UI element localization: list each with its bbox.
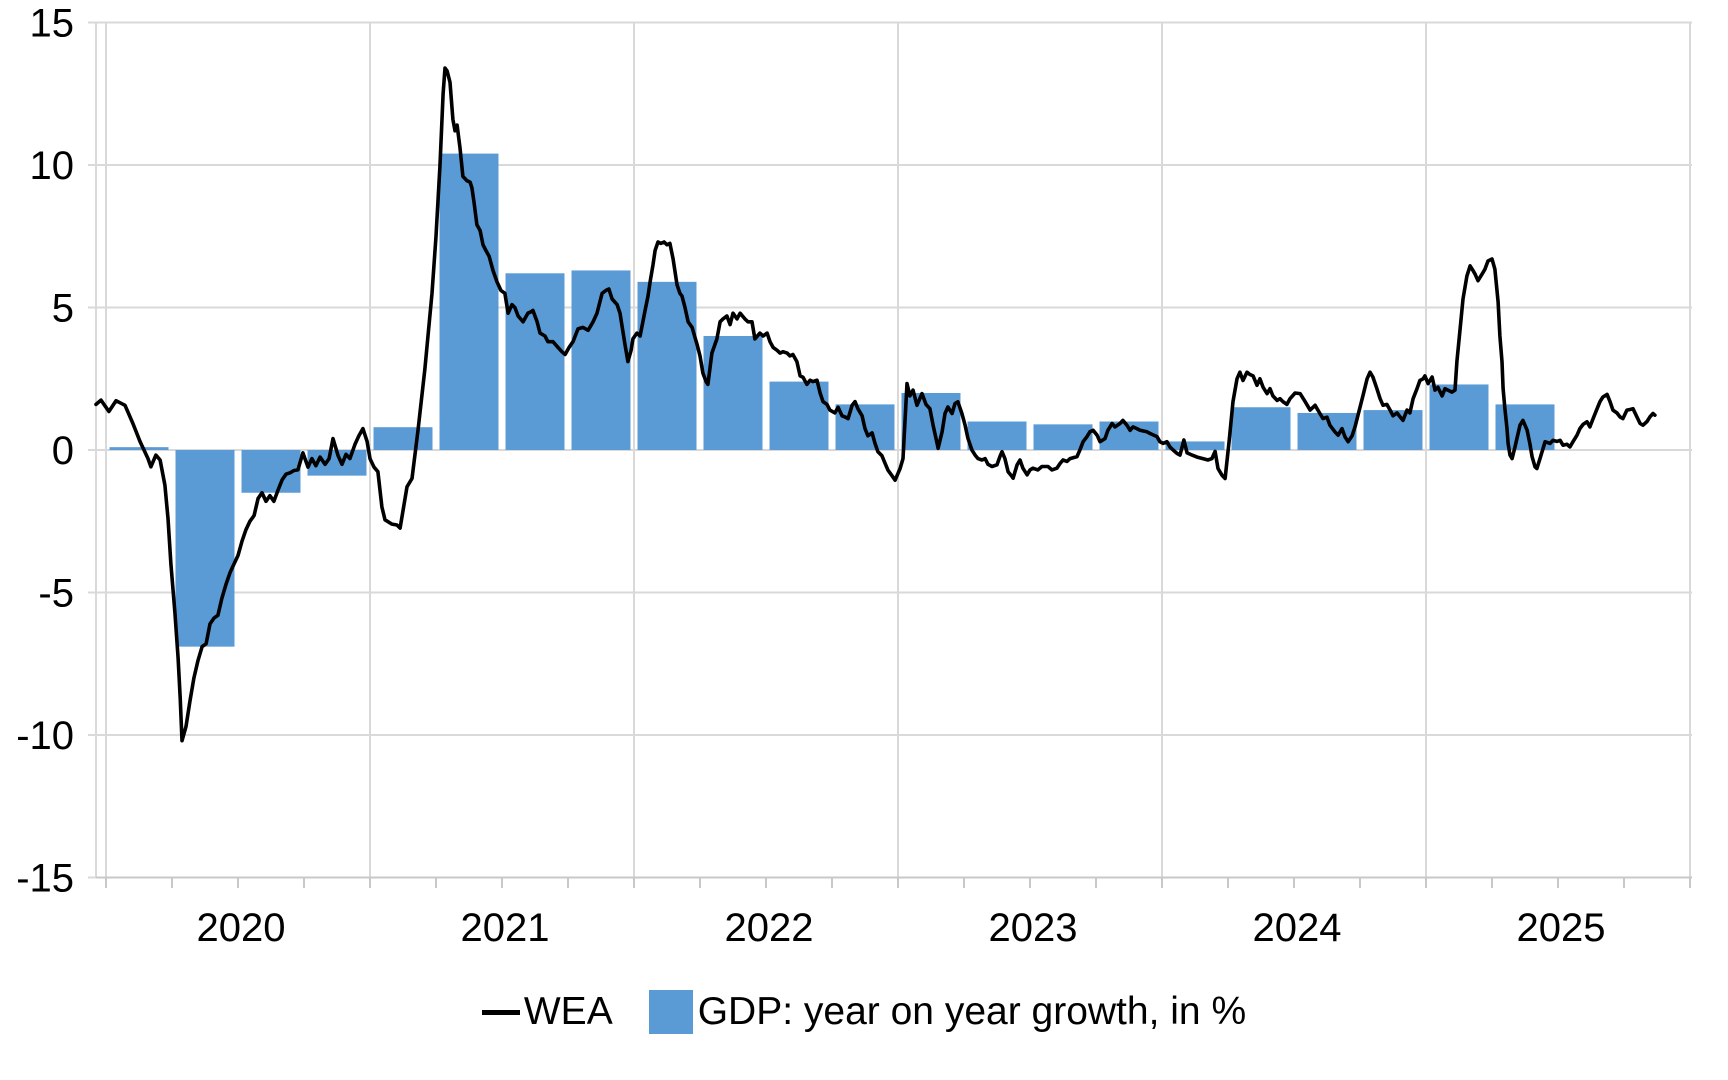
x-axis-label-2020: 2020 xyxy=(197,906,286,950)
gdp-bar-swatch-icon xyxy=(648,990,693,1034)
y-axis-label-5: 5 xyxy=(52,287,74,331)
x-axis-labels: 2020 2021 2022 2023 2024 2025 xyxy=(197,906,1606,950)
legend-label-wea: WEA xyxy=(523,990,613,1033)
gdp-bar-2021-q2 xyxy=(439,153,499,450)
gdp-bar-2023-q3 xyxy=(1033,424,1093,450)
y-axis-label-0: 0 xyxy=(52,429,74,473)
gdp-bar-2023-q2 xyxy=(967,421,1027,450)
gdp-bar-2020-q2 xyxy=(175,450,235,647)
y-axis-label-10: 10 xyxy=(30,144,75,188)
y-axis-label--10: -10 xyxy=(16,714,74,758)
gdp-bar-2020-q1 xyxy=(109,447,169,450)
y-axis-label--5: -5 xyxy=(38,572,74,616)
gdp-bar-2024-q2 xyxy=(1231,407,1291,450)
x-axis-label-2024: 2024 xyxy=(1253,906,1342,950)
gdp-bars xyxy=(109,153,1555,647)
x-axis-label-2025: 2025 xyxy=(1517,906,1606,950)
gdp-bar-2025-q1 xyxy=(1429,384,1489,450)
legend-item-wea: WEA xyxy=(481,990,613,1034)
gdp-bar-2024-q1 xyxy=(1165,441,1225,450)
wea-line xyxy=(94,66,1657,743)
x-axis-label-2022: 2022 xyxy=(725,906,814,950)
legend-label-gdp: GDP: year on year growth, in % xyxy=(697,990,1247,1033)
x-axis xyxy=(88,21,1692,888)
legend-item-gdp: GDP: year on year growth, in % xyxy=(613,990,1246,1034)
x-axis-label-2021: 2021 xyxy=(461,906,550,950)
legend: WEA GDP: year on year growth, in % xyxy=(0,984,1728,1040)
y-axis-labels: 15 10 5 0 -5 -10 -15 xyxy=(16,2,74,901)
plot-area: 15 10 5 0 -5 -10 -15 2020 2021 2022 2023 2024 2025 xyxy=(16,2,1692,950)
wea-line-swatch-icon xyxy=(481,1009,520,1015)
y-axis-label--15: -15 xyxy=(16,857,74,901)
gdp-bar-2021-q1 xyxy=(373,427,433,450)
y-axis-label-15: 15 xyxy=(30,2,75,46)
x-axis-label-2023: 2023 xyxy=(989,906,1078,950)
gdp-bar-2021-q3 xyxy=(505,273,565,450)
